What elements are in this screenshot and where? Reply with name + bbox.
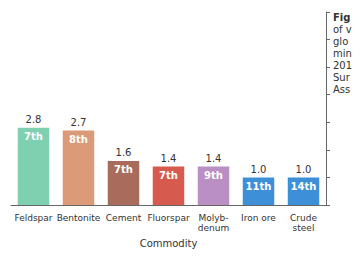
svg-text:Sur: Sur — [333, 72, 351, 83]
svg-text:steel: steel — [293, 223, 315, 233]
svg-text:1.4: 1.4 — [206, 153, 222, 164]
svg-text:1.0: 1.0 — [251, 164, 267, 175]
svg-text:Bentonite: Bentonite — [57, 213, 101, 223]
svg-text:Ass: Ass — [333, 84, 350, 95]
svg-text:of v: of v — [333, 24, 352, 35]
svg-text:2.8: 2.8 — [26, 114, 42, 125]
svg-text:9th: 9th — [204, 170, 223, 181]
svg-text:1.0: 1.0 — [296, 164, 312, 175]
svg-text:denum: denum — [198, 223, 229, 233]
svg-text:Cement: Cement — [106, 213, 142, 223]
svg-text:Crude: Crude — [290, 213, 317, 223]
svg-text:201: 201 — [333, 60, 352, 71]
svg-text:7th: 7th — [24, 131, 43, 142]
svg-text:7th: 7th — [114, 164, 133, 175]
svg-text:14th: 14th — [291, 181, 317, 192]
svg-text:min: min — [333, 48, 352, 59]
svg-text:Iron ore: Iron ore — [241, 213, 276, 223]
svg-text:11th: 11th — [246, 181, 272, 192]
svg-text:1.6: 1.6 — [116, 147, 132, 158]
svg-text:Feldspar: Feldspar — [14, 213, 52, 223]
svg-text:Fig: Fig — [333, 12, 350, 23]
svg-text:Commodity: Commodity — [140, 238, 198, 249]
svg-text:glo: glo — [333, 36, 348, 47]
svg-text:Molyb-: Molyb- — [198, 213, 228, 223]
svg-text:1.4: 1.4 — [161, 153, 177, 164]
svg-text:7th: 7th — [159, 170, 178, 181]
svg-text:Fluorspar: Fluorspar — [147, 213, 190, 223]
svg-text:2.7: 2.7 — [71, 117, 87, 128]
svg-text:8th: 8th — [69, 134, 88, 145]
